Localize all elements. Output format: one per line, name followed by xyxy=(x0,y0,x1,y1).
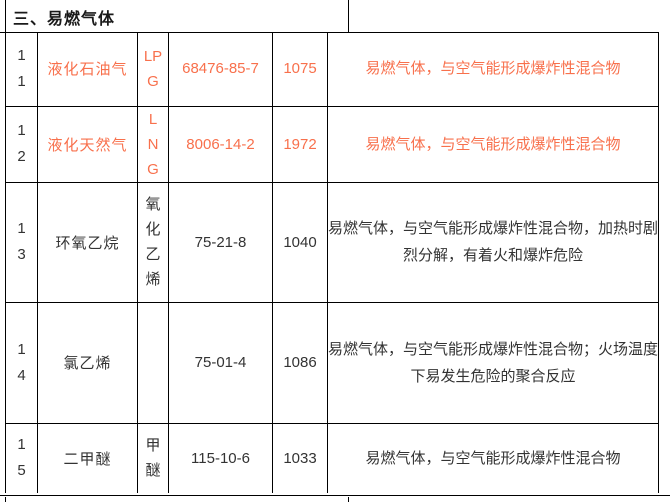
cell-alias: 氧 化 乙 烯 xyxy=(137,181,169,303)
table-row: 1 1 液化石油气 LP G 68476-85-7 1075 易燃气体，与空气能… xyxy=(5,32,659,107)
next-section-left-border xyxy=(5,497,6,502)
cell-name: 液化石油气 xyxy=(37,32,138,107)
table-row: 1 4 氯乙烯 75-01-4 1086 易燃气体，与空气能形成爆炸性混合物；火… xyxy=(5,301,659,424)
cell-cas-number: 68476-85-7 xyxy=(168,32,273,107)
cell-un-number: 1086 xyxy=(272,301,328,424)
cell-un-number: 1040 xyxy=(272,181,328,303)
cell-number: 1 3 xyxy=(5,181,38,303)
next-section-right-border xyxy=(348,497,349,502)
table-row: 1 2 液化天然气 L N G 8006-14-2 1972 易燃气体，与空气能… xyxy=(5,105,659,183)
cell-number: 1 2 xyxy=(5,105,38,183)
cell-alias: L N G xyxy=(137,105,169,183)
cell-description: 易燃气体，与空气能形成爆炸性混合物 xyxy=(327,105,659,183)
cell-name: 液化天然气 xyxy=(37,105,138,183)
cell-alias: 甲 醚 xyxy=(137,422,169,493)
table-row: 1 5 二甲醚 甲 醚 115-10-6 1033 易燃气体，与空气能形成爆炸性… xyxy=(5,422,659,493)
cell-name: 氯乙烯 xyxy=(37,301,138,424)
chemicals-table: 1 1 液化石油气 LP G 68476-85-7 1075 易燃气体，与空气能… xyxy=(5,32,659,493)
table-row: 1 3 环氧乙烷 氧 化 乙 烯 75-21-8 1040 易燃气体，与空气能形… xyxy=(5,181,659,303)
section-title: 三、易燃气体 xyxy=(13,10,116,28)
cell-name: 二甲醚 xyxy=(37,422,138,493)
cell-cas-number: 115-10-6 xyxy=(168,422,273,493)
cell-alias: LP G xyxy=(137,32,169,107)
cell-un-number: 1972 xyxy=(272,105,328,183)
cell-alias xyxy=(137,301,169,424)
section-header-cell: 三、易燃气体 xyxy=(5,0,349,33)
cell-name: 环氧乙烷 xyxy=(37,181,138,303)
cell-description: 易燃气体，与空气能形成爆炸性混合物 xyxy=(327,32,659,107)
cell-cas-number: 75-21-8 xyxy=(168,181,273,303)
cell-number: 1 1 xyxy=(5,32,38,107)
cell-description: 易燃气体，与空气能形成爆炸性混合物 xyxy=(327,422,659,493)
cell-un-number: 1033 xyxy=(272,422,328,493)
cell-cas-number: 8006-14-2 xyxy=(168,105,273,183)
cell-number: 1 4 xyxy=(5,301,38,424)
cell-number: 1 5 xyxy=(5,422,38,493)
cell-description: 易燃气体，与空气能形成爆炸性混合物；火场温度下易发生危险的聚合反应 xyxy=(327,301,659,424)
cell-cas-number: 75-01-4 xyxy=(168,301,273,424)
next-section-row-cutoff xyxy=(0,495,670,502)
cell-un-number: 1075 xyxy=(272,32,328,107)
cell-description: 易燃气体，与空气能形成爆炸性混合物，加热时剧烈分解，有着火和爆炸危险 xyxy=(327,181,659,303)
